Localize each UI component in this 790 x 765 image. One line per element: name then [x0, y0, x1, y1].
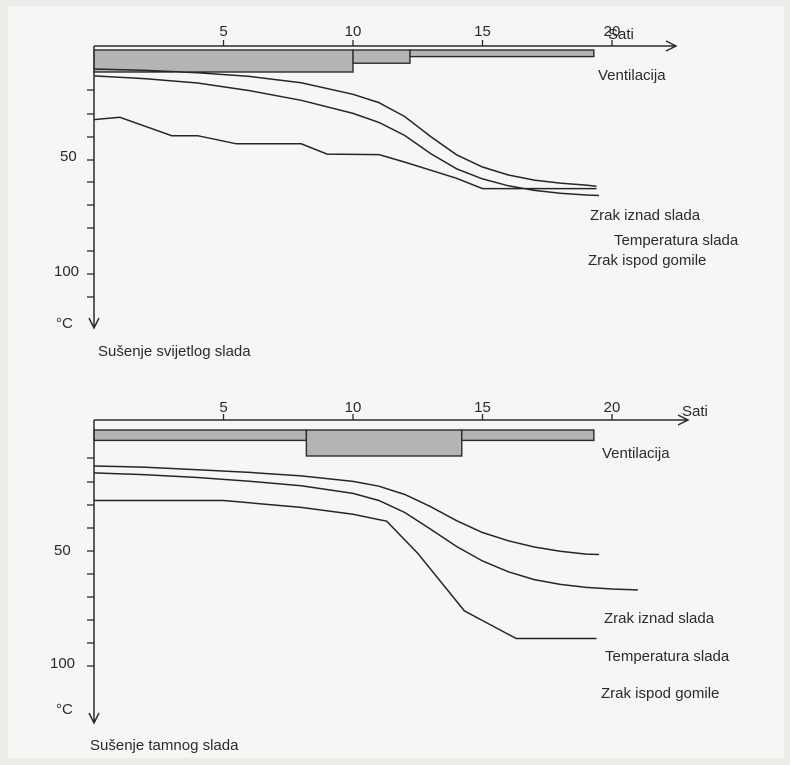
ventilation-segment-2 — [305, 429, 463, 457]
x-tick-label-5: 5 — [219, 399, 227, 416]
series-label-2: Temperatura slada — [605, 648, 730, 665]
x-axis-title: Sati — [608, 26, 634, 43]
x-tick-label-15: 15 — [474, 23, 491, 40]
x-axis-arrow — [665, 40, 678, 52]
series-label-1: Zrak iznad slada — [590, 207, 701, 224]
ventilation-bar — [93, 429, 595, 457]
x-tick-label-20: 20 — [604, 399, 621, 416]
chart-dark-malt: 5 10 15 20 50 100 Sati Ventilacija °C Sušenje tam… — [50, 399, 730, 754]
series-label-2: Temperatura slada — [614, 232, 739, 249]
x-tick-label-10: 10 — [345, 399, 362, 416]
chart-group-2: 5 10 15 20 50 100 Sati Ventilacija °C Sušenje tam… — [50, 399, 730, 754]
chart-light-malt: 5 10 15 20 50 100 Sati Ventilacija °C Sušenje svi… — [54, 23, 739, 360]
series-label-3: Zrak ispod gomile — [588, 252, 706, 269]
series-label-1: Zrak iznad slada — [604, 610, 715, 627]
series-line-3 — [94, 499, 597, 640]
y-tick-label-100: 100 — [54, 263, 79, 280]
y-axis-title: °C — [56, 701, 73, 718]
ventilation-label: Ventilacija — [602, 445, 670, 462]
x-axis-title: Sati — [682, 403, 708, 420]
ventilation-bar — [93, 49, 595, 73]
series-label-3: Zrak ispod gomile — [601, 685, 719, 702]
series-line-1 — [93, 68, 597, 188]
chart-group-1: 5 10 15 20 50 100 Sati Ventilacija °C Sušenje svi… — [54, 23, 739, 360]
chart-title: Sušenje tamnog slada — [90, 737, 239, 754]
y-axis-title: °C — [56, 315, 73, 332]
series-line-2 — [93, 472, 638, 591]
ventilation-segment-2 — [352, 49, 411, 64]
series-line-2 — [93, 75, 600, 197]
ventilation-segment-1 — [93, 49, 354, 73]
x-tick-label-15: 15 — [474, 399, 491, 416]
ventilation-segment-1 — [93, 429, 308, 442]
x-tick-label-10: 10 — [345, 23, 362, 40]
ventilation-segment-3 — [461, 429, 595, 442]
y-tick-label-50: 50 — [54, 542, 71, 559]
ventilation-segment-3 — [409, 49, 595, 58]
chart-title: Sušenje svijetlog slada — [98, 343, 251, 360]
ventilation-label: Ventilacija — [598, 67, 666, 84]
x-tick-label-5: 5 — [219, 23, 227, 40]
x-axis-arrow — [677, 414, 690, 426]
series-line-3 — [93, 116, 597, 190]
series-line-1 — [93, 465, 600, 556]
y-tick-label-50: 50 — [60, 148, 77, 165]
y-axis-arrow — [88, 712, 100, 725]
figure-page: 5 10 15 20 50 100 Sati Ventilacija °C Sušenje svi… — [8, 6, 784, 758]
y-axis-arrow — [88, 317, 100, 330]
x-tick-label-20: 20 — [604, 23, 621, 40]
y-tick-label-100: 100 — [50, 655, 75, 672]
